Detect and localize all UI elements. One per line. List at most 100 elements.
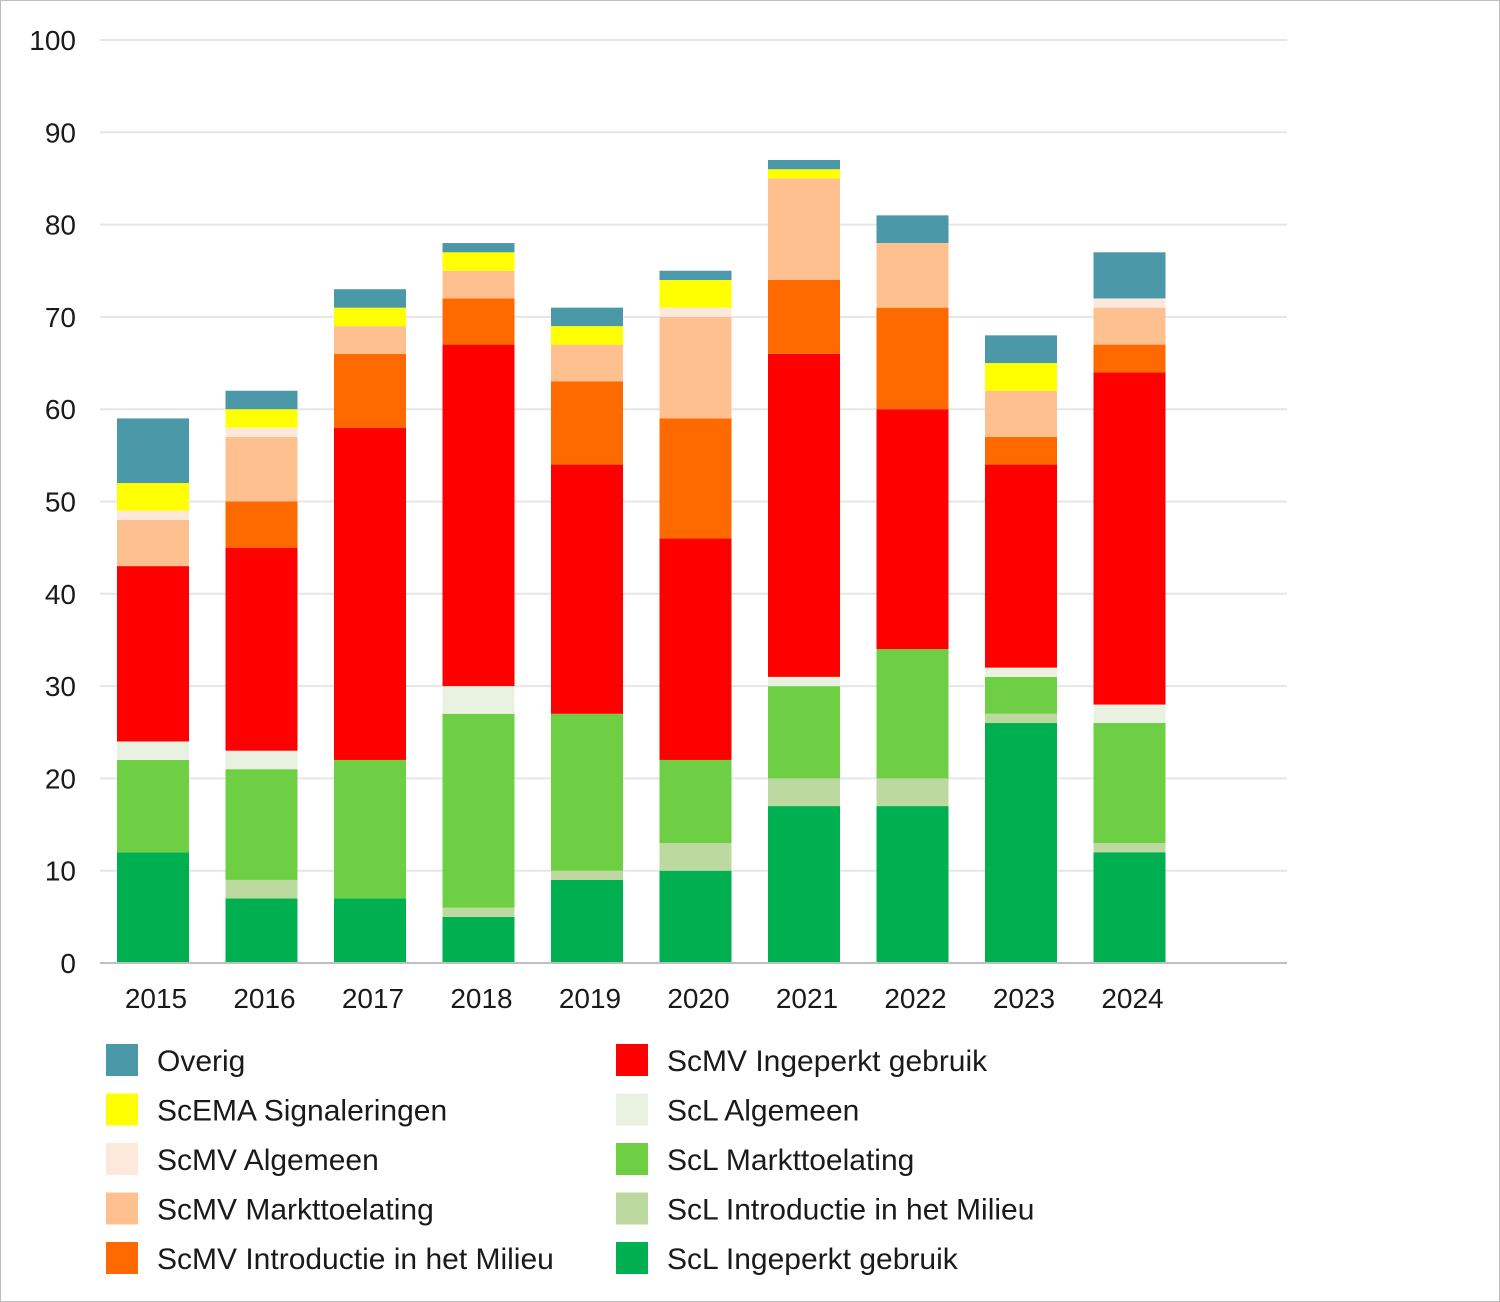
legend-swatch bbox=[106, 1044, 138, 1076]
bar-segment bbox=[551, 879, 623, 963]
bar-segment bbox=[659, 307, 732, 317]
bar-segment bbox=[659, 316, 732, 419]
legend-swatch bbox=[106, 1192, 138, 1225]
bar-segment bbox=[768, 169, 840, 179]
x-tick-label: 2020 bbox=[667, 983, 729, 1014]
bar-segment bbox=[1093, 843, 1166, 853]
bar-segment bbox=[334, 427, 406, 760]
bar-segment bbox=[985, 723, 1057, 963]
bar-segment bbox=[551, 307, 623, 327]
x-tick-label: 2019 bbox=[559, 983, 621, 1014]
legend-swatch bbox=[616, 1044, 648, 1076]
legend-label: ScMV Markttoelating bbox=[157, 1194, 434, 1227]
x-tick-label: 2018 bbox=[450, 983, 512, 1014]
bar-segment bbox=[1093, 252, 1166, 299]
bar-segment bbox=[1093, 852, 1166, 963]
bar-segment bbox=[768, 686, 840, 779]
y-tick-label: 50 bbox=[45, 487, 76, 518]
bar-segment bbox=[768, 806, 840, 963]
y-tick-label: 90 bbox=[45, 117, 76, 148]
bar-segment bbox=[117, 519, 189, 567]
bar-segment bbox=[334, 353, 406, 428]
bar-segment bbox=[985, 363, 1057, 391]
y-tick-label: 40 bbox=[45, 579, 76, 610]
bar-segment bbox=[225, 879, 298, 899]
legend-label: ScL Algemeen bbox=[667, 1095, 859, 1128]
bar-segment bbox=[225, 501, 298, 548]
bar-segment bbox=[117, 566, 189, 742]
bar-segment bbox=[442, 270, 515, 299]
legend-label: ScMV Ingeperkt gebruik bbox=[667, 1045, 988, 1078]
bar-segment bbox=[442, 344, 515, 687]
bar-segment bbox=[985, 464, 1057, 668]
x-tick-label: 2016 bbox=[233, 983, 295, 1014]
bar-segment bbox=[334, 289, 406, 308]
legend-swatch bbox=[616, 1192, 648, 1225]
bar-segment bbox=[551, 464, 623, 714]
x-tick-label: 2023 bbox=[993, 983, 1055, 1014]
bar-segment bbox=[334, 898, 406, 963]
legend: Overig ScEMA Signaleringen ScMV Algemeen Sc… bbox=[106, 1044, 1034, 1276]
bar-segment bbox=[442, 243, 515, 253]
bar-segment bbox=[659, 843, 732, 871]
bar-segment bbox=[659, 418, 732, 539]
y-tick-label: 0 bbox=[60, 948, 76, 979]
legend-label: ScL Ingeperkt gebruik bbox=[667, 1243, 959, 1276]
bar-segment bbox=[225, 436, 298, 502]
bar-segment bbox=[768, 676, 840, 687]
bar-segment bbox=[768, 279, 840, 354]
bar-segment bbox=[225, 390, 298, 410]
bar-segment bbox=[876, 215, 949, 244]
bars bbox=[117, 159, 1166, 963]
bar-segment bbox=[985, 676, 1057, 714]
y-tick-label: 10 bbox=[45, 856, 76, 887]
bar-segment bbox=[551, 381, 623, 465]
bar-segment bbox=[117, 418, 189, 484]
bar-segment bbox=[117, 741, 189, 760]
y-tick-label: 100 bbox=[29, 25, 76, 56]
bar-segment bbox=[768, 178, 840, 280]
bar-segment bbox=[551, 326, 623, 345]
legend-label: Overig bbox=[157, 1045, 245, 1078]
y-axis-tick-labels: 0 10 20 30 40 50 60 70 80 90 100 bbox=[29, 25, 76, 979]
bar-segment bbox=[442, 686, 515, 714]
bar-segment bbox=[442, 907, 515, 917]
legend-swatch bbox=[616, 1143, 648, 1175]
bar-segment bbox=[225, 750, 298, 770]
gridlines bbox=[100, 39, 1287, 872]
bar-segment bbox=[442, 252, 515, 271]
bar-segment bbox=[1093, 704, 1166, 724]
y-tick-label: 60 bbox=[45, 394, 76, 425]
legend-label: ScL Introductie in het Milieu bbox=[667, 1194, 1034, 1227]
legend-swatch bbox=[106, 1242, 138, 1274]
bar-segment bbox=[225, 769, 298, 880]
bar-segment bbox=[876, 778, 949, 807]
bar-segment bbox=[334, 307, 406, 327]
bar-segment bbox=[985, 390, 1057, 437]
bar-segment bbox=[442, 713, 515, 908]
bar-segment bbox=[985, 713, 1057, 724]
y-tick-label: 70 bbox=[45, 302, 76, 333]
bar-segment bbox=[985, 667, 1057, 677]
legend-label: ScEMA Signaleringen bbox=[157, 1095, 447, 1128]
bar-segment bbox=[659, 759, 732, 844]
x-tick-label: 2017 bbox=[342, 983, 404, 1014]
bar-segment bbox=[117, 852, 189, 963]
y-tick-label: 20 bbox=[45, 763, 76, 794]
bar-segment bbox=[985, 335, 1057, 364]
x-tick-label: 2024 bbox=[1101, 983, 1163, 1014]
bar-segment bbox=[334, 759, 406, 899]
bar-segment bbox=[768, 778, 840, 807]
bar-segment bbox=[551, 344, 623, 382]
bar-segment bbox=[1093, 298, 1166, 308]
bar-segment bbox=[225, 409, 298, 428]
bar-segment bbox=[551, 870, 623, 880]
bar-segment bbox=[659, 270, 732, 280]
bar-segment bbox=[225, 547, 298, 751]
bar-segment bbox=[1093, 307, 1166, 345]
legend-swatch bbox=[106, 1143, 138, 1175]
legend-label: ScL Markttoelating bbox=[667, 1144, 914, 1177]
bar-segment bbox=[876, 409, 949, 650]
bar-segment bbox=[876, 806, 949, 963]
bar-segment bbox=[659, 279, 732, 308]
